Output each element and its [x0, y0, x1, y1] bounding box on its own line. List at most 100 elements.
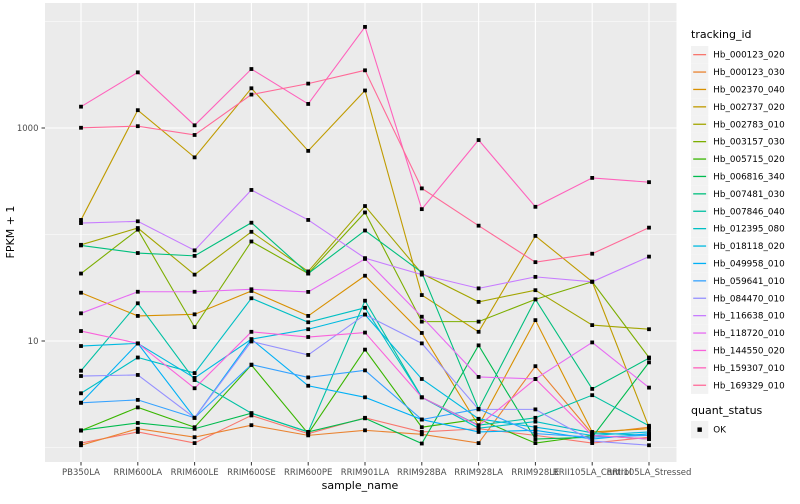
data-point [192, 378, 197, 382]
data-point [533, 297, 538, 302]
data-point [363, 68, 367, 73]
data-point [306, 353, 311, 357]
data-point [647, 423, 651, 428]
data-point [476, 423, 481, 428]
y-axis-title: FPKM + 1 [4, 206, 17, 259]
legend-item: Hb_007481_030 [691, 185, 785, 203]
data-point [135, 251, 140, 255]
data-point [647, 443, 651, 448]
legend-item: Hb_006816_340 [691, 167, 785, 186]
data-point [476, 407, 481, 412]
data-point [363, 312, 367, 317]
y-axis-tick-labels: 1000 10 [17, 124, 39, 347]
data-point [249, 188, 254, 192]
legend-item-label: Hb_084470_010 [713, 294, 785, 304]
legend-item-label: Hb_018118_020 [713, 242, 785, 252]
data-point [306, 375, 311, 380]
legend-item: Hb_116638_010 [691, 307, 785, 325]
legend-item-label: Hb_118720_010 [713, 329, 785, 339]
data-point [135, 219, 140, 224]
data-point [590, 439, 595, 443]
data-point [363, 24, 367, 29]
data-point [533, 204, 538, 209]
data-point [306, 327, 311, 332]
data-point [647, 437, 651, 441]
data-point [135, 70, 140, 75]
data-point [363, 416, 367, 421]
data-point [249, 67, 254, 71]
data-point [363, 305, 367, 310]
data-point [249, 413, 254, 418]
legend-item-label: Hb_007481_030 [713, 190, 785, 200]
data-point [533, 441, 538, 445]
legend-item: Hb_002370_040 [691, 80, 785, 99]
data-point [249, 92, 254, 97]
data-point [419, 314, 424, 319]
data-point [306, 314, 311, 318]
data-point [192, 155, 197, 160]
data-point [135, 289, 140, 294]
data-point [192, 248, 197, 253]
data-point [192, 386, 197, 391]
data-point [533, 431, 538, 436]
data-point [79, 243, 83, 248]
data-point [647, 433, 651, 438]
data-point [419, 377, 424, 381]
data-point [476, 286, 481, 291]
data-point [419, 272, 424, 277]
data-point [79, 368, 83, 373]
legend-item-label: Hb_000123_020 [713, 51, 785, 61]
data-point [363, 228, 367, 233]
data-point [249, 362, 254, 367]
data-point [363, 88, 367, 93]
data-point [476, 223, 481, 228]
x-tick-label: PB350LA [62, 468, 100, 478]
data-point [533, 437, 538, 441]
quant-legend-label: OK [713, 426, 726, 436]
data-point [192, 123, 197, 128]
x-tick-label: RRII105LA_Control [553, 468, 632, 478]
data-point [533, 364, 538, 369]
data-point [79, 443, 83, 448]
data-point [249, 329, 254, 334]
y-tick-label: 1000 [17, 124, 39, 134]
data-point [306, 290, 311, 294]
data-point [135, 108, 140, 113]
data-point [647, 356, 651, 361]
data-point [79, 311, 83, 316]
data-point [192, 312, 197, 317]
data-point [419, 293, 424, 297]
data-point [533, 377, 538, 381]
data-point [306, 81, 311, 86]
data-point [192, 415, 197, 420]
data-point [533, 419, 538, 424]
legend-item-label: Hb_012395_080 [713, 225, 785, 235]
legend-item: Hb_003157_030 [691, 133, 785, 151]
legend-item-label: Hb_144550_020 [713, 346, 785, 356]
data-point [533, 407, 538, 412]
data-point [363, 330, 367, 335]
data-point [306, 271, 311, 276]
data-point [590, 279, 595, 284]
data-point [79, 344, 83, 348]
data-point [419, 186, 424, 191]
data-point [79, 391, 83, 396]
data-point [476, 441, 481, 445]
data-point [79, 125, 83, 130]
x-tick-label: RRIM901LA [341, 468, 390, 478]
data-point [419, 319, 424, 324]
data-point [476, 416, 481, 421]
x-tick-label: RRIM928LA [454, 468, 503, 478]
x-tick-label: RRIM600PE [284, 468, 332, 478]
data-point [192, 371, 197, 375]
legend-item: Hb_007846_040 [691, 202, 785, 220]
data-point [363, 368, 367, 373]
data-point [476, 375, 481, 379]
data-point [476, 426, 481, 431]
data-point [647, 254, 651, 259]
data-point [476, 329, 481, 334]
data-point [135, 301, 140, 306]
legend-item: Hb_084470_010 [691, 289, 785, 307]
